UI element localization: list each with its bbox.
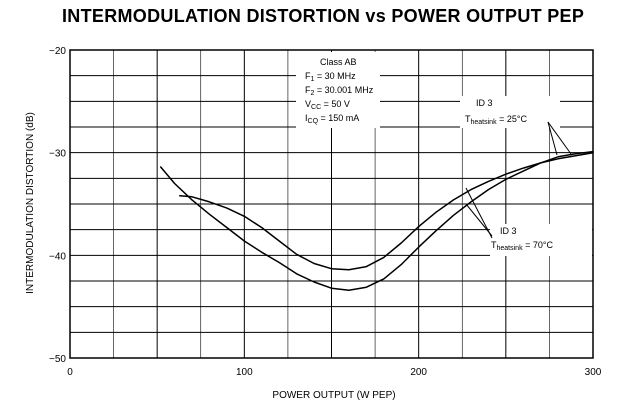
y-tick-label: −40	[49, 251, 66, 262]
condition-f1: F1 = 30 MHz	[305, 71, 356, 83]
x-tick-label: 300	[585, 367, 602, 378]
series-label-70c-id: ID 3	[500, 226, 517, 236]
leader-line-25c	[547, 121, 572, 155]
condition-class: Class AB	[320, 57, 357, 67]
series-label-70c-temp: Theatsink = 70°C	[491, 240, 553, 252]
axis-ticks: 0 100 200 300 −20 −30 −40 −50	[49, 46, 602, 378]
y-tick-label: −50	[49, 354, 66, 365]
y-tick-label: −30	[49, 149, 66, 160]
x-axis-label: POWER OUTPUT (W PEP)	[272, 390, 395, 401]
x-tick-label: 100	[236, 367, 253, 378]
condition-vcc: VCC = 50 V	[305, 99, 350, 111]
y-tick-label: −20	[49, 46, 66, 57]
x-tick-label: 200	[410, 367, 427, 378]
plot-frame	[69, 49, 594, 359]
conditions-annotation: Class AB F1 = 30 MHz F2 = 30.001 MHz VCC…	[296, 52, 380, 128]
leader-line-25c-b	[547, 121, 558, 156]
leader-line-70c-b	[465, 187, 493, 239]
series-line-25c	[159, 150, 594, 291]
series-lines	[159, 150, 594, 291]
y-axis-label: INTERMODULATION DISTORTION (dB)	[25, 112, 36, 294]
series-label-70c: ID 3 Theatsink = 70°C	[465, 187, 592, 256]
condition-icq: ICQ = 150 mA	[305, 113, 359, 125]
series-label-25c-temp: Theatsink = 25°C	[465, 114, 527, 126]
series-line-70c	[179, 151, 594, 271]
series-label-25c: ID 3 Theatsink = 25°C	[460, 96, 572, 156]
chart-title: INTERMODULATION DISTORTION vs POWER OUTP…	[62, 6, 584, 26]
condition-f2: F2 = 30.001 MHz	[305, 85, 374, 97]
series-label-25c-id: ID 3	[476, 98, 493, 108]
x-tick-label: 0	[67, 367, 73, 378]
